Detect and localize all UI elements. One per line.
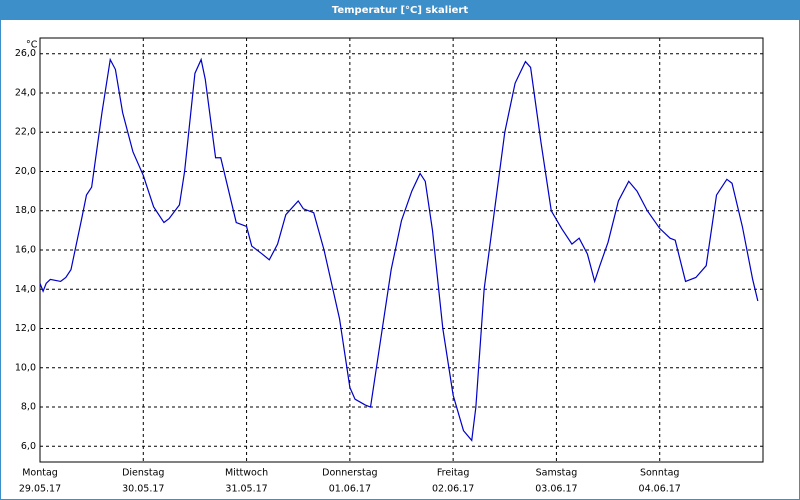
y-tick-label: 12,0 [15, 323, 36, 334]
y-tick-label: 24,0 [15, 87, 36, 98]
x-tick-label: Dienstag [122, 468, 164, 479]
temperature-line [39, 57, 759, 442]
y-tick-label: 14,0 [15, 284, 36, 295]
x-tick-date: 03.06.17 [535, 484, 577, 495]
y-tick-label: 18,0 [15, 205, 36, 216]
x-tick-date: 01.06.17 [329, 484, 371, 495]
x-tick-label: Samstag [536, 468, 578, 479]
x-tick-label: Donnerstag [322, 468, 377, 479]
x-tick-date: 02.06.17 [432, 484, 474, 495]
y-unit: °C [26, 40, 38, 51]
x-tick-label: Mittwoch [225, 468, 268, 479]
y-tick-label: 22,0 [15, 127, 36, 138]
title-bar [0, 0, 800, 20]
x-tick-label: Freitag [437, 468, 470, 479]
y-tick-label: 16,0 [15, 245, 36, 256]
y-tick-label: 8,0 [21, 402, 36, 413]
y-tick-label: 20,0 [15, 166, 36, 177]
x-tick-label: Montag [22, 468, 58, 479]
x-tick-date: 31.05.17 [225, 484, 267, 495]
y-tick-label: 6,0 [21, 441, 36, 452]
chart-title: Temperatur [°C] skaliert [332, 5, 469, 16]
y-tick-label: 26,0 [15, 48, 36, 59]
x-tick-label: Sonntag [640, 468, 679, 479]
x-tick-date: 29.05.17 [19, 484, 61, 495]
y-tick-label: 10,0 [15, 362, 36, 373]
x-tick-date: 30.05.17 [122, 484, 164, 495]
x-tick-date: 04.06.17 [639, 484, 681, 495]
